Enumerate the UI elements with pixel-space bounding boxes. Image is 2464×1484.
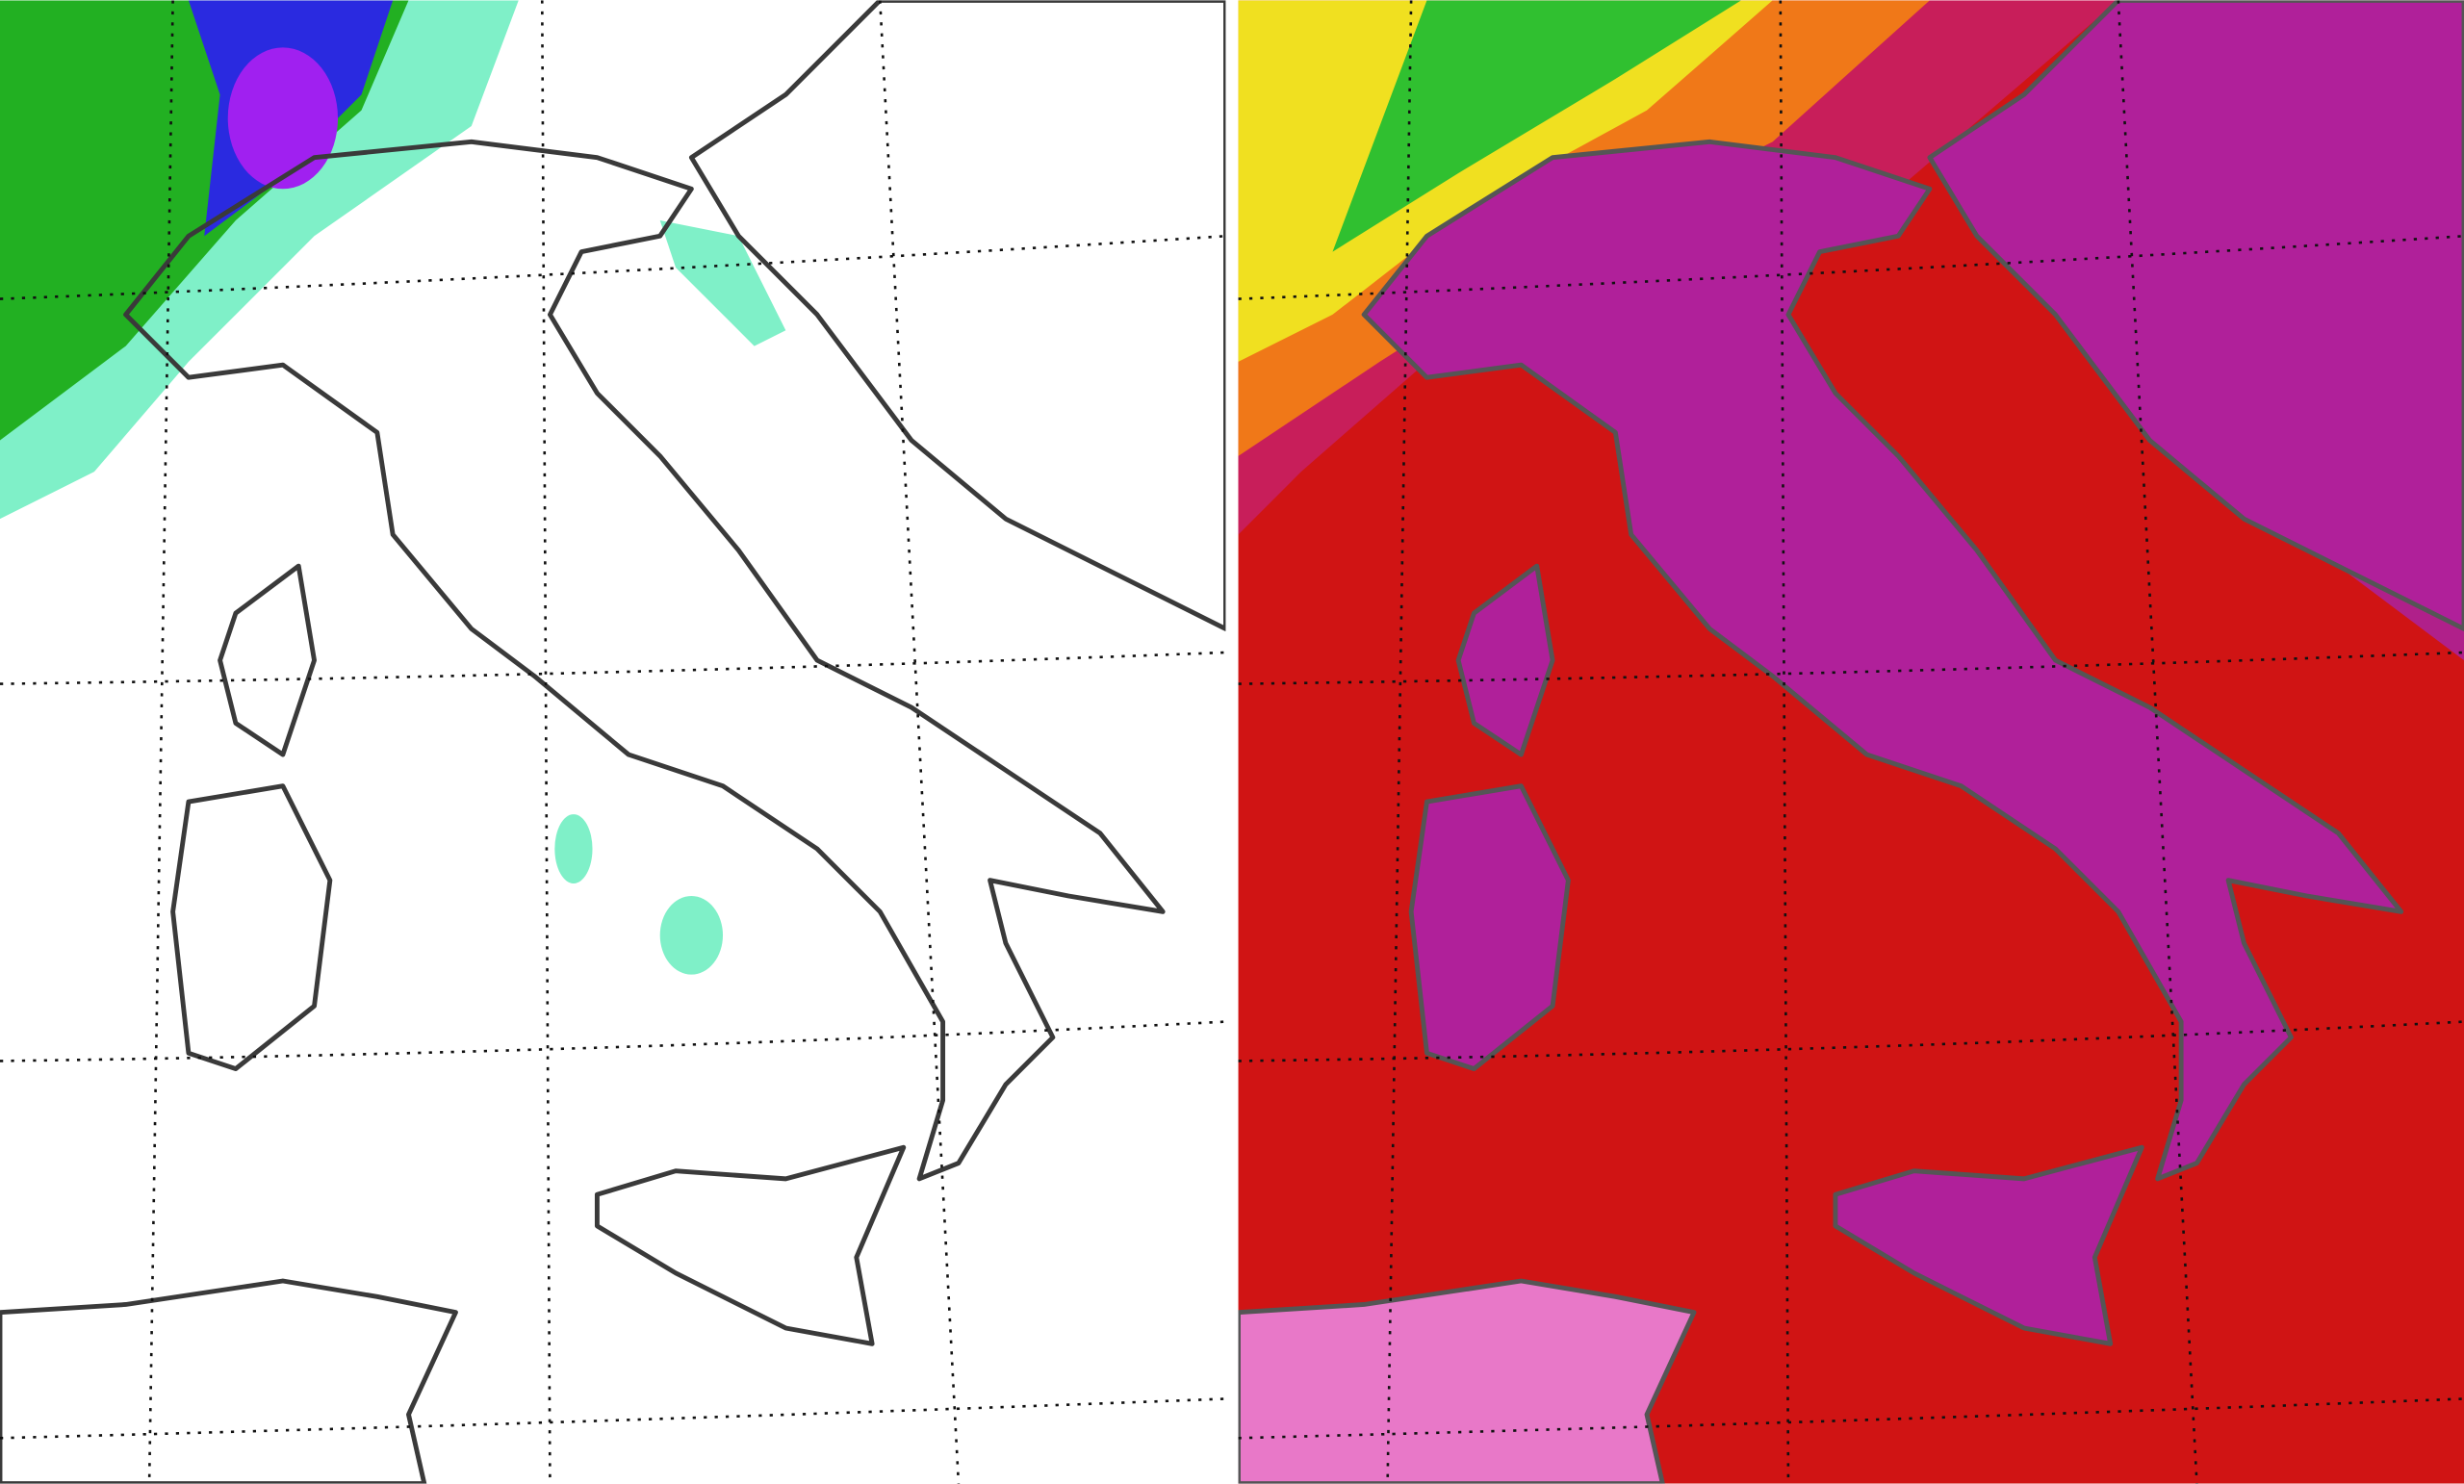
precip-light	[659, 219, 786, 346]
right-map	[1238, 0, 2464, 1484]
precip-extreme	[227, 47, 339, 190]
temp-band	[1332, 0, 1741, 252]
precip-light	[554, 814, 593, 883]
land-temperature	[1238, 1281, 1694, 1484]
divider	[1225, 0, 1239, 1484]
temp-band	[1238, 0, 1773, 362]
precip-light	[659, 896, 724, 975]
left-map	[0, 0, 1226, 1484]
